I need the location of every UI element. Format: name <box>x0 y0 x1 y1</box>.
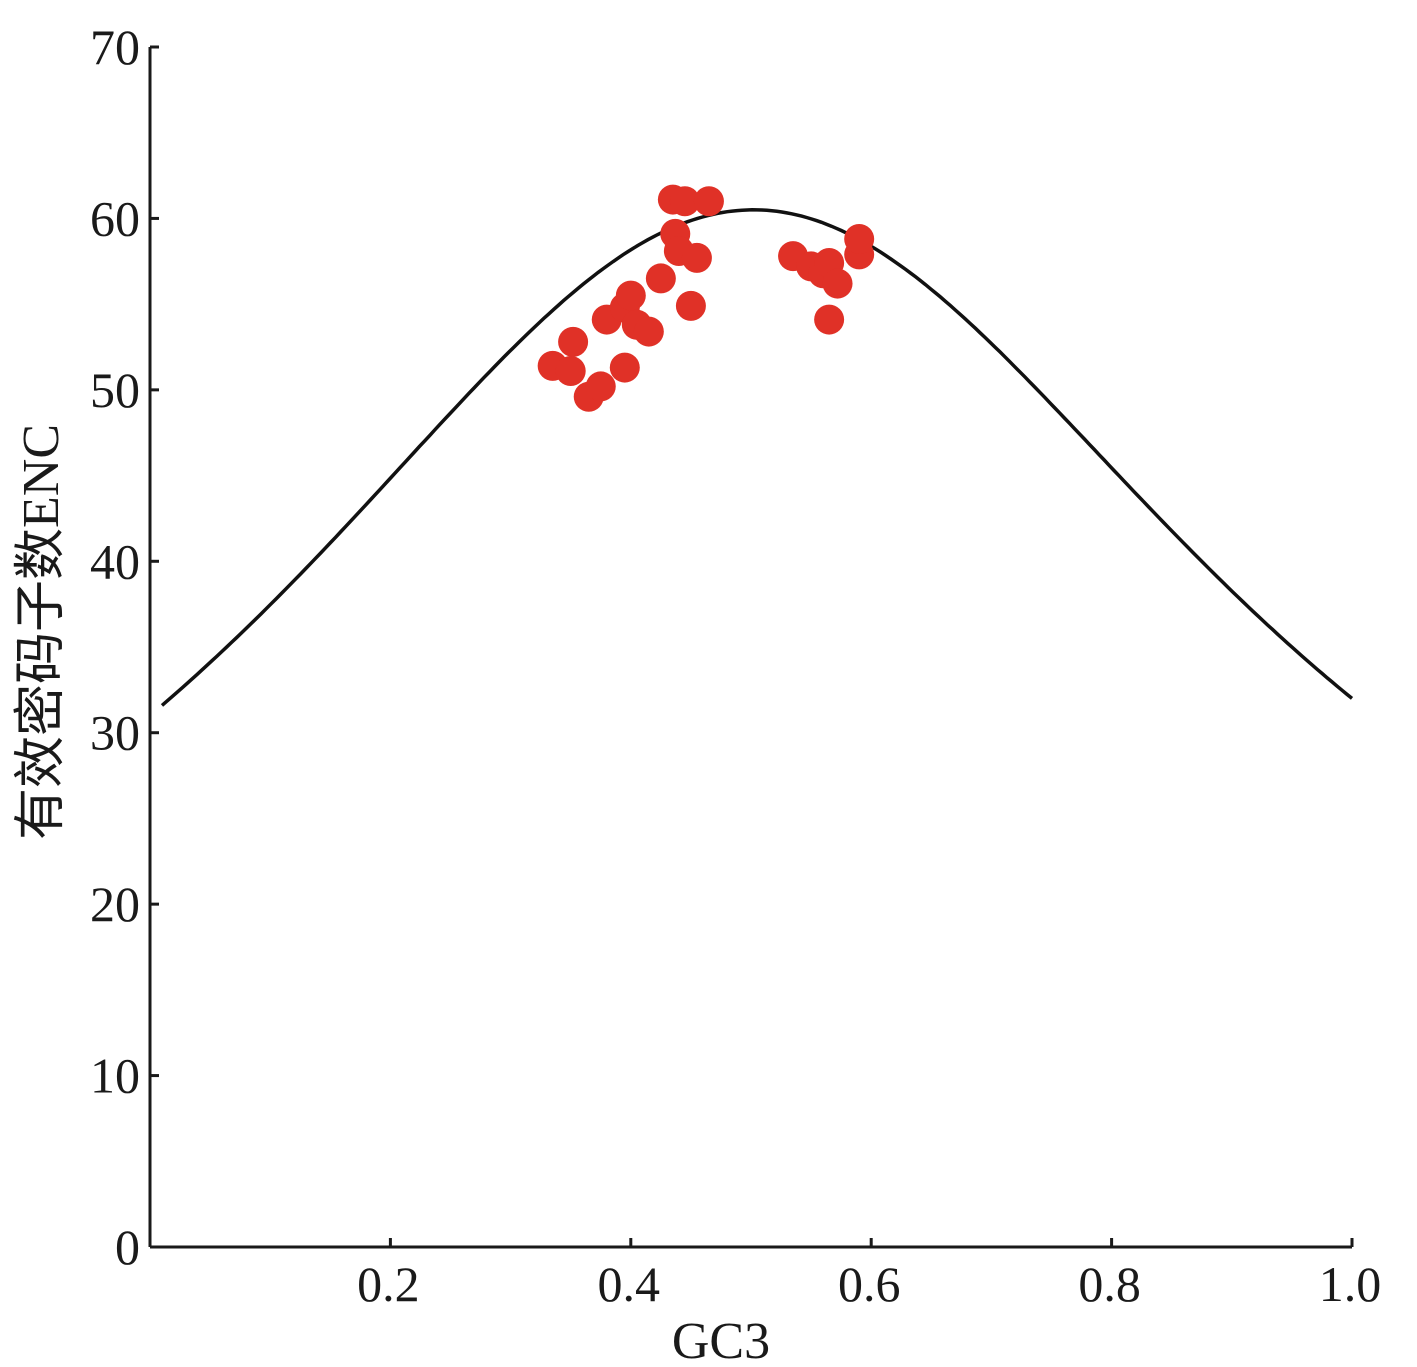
data-point <box>675 290 706 321</box>
y-tick-label: 60 <box>90 190 140 246</box>
data-points-layer <box>537 184 875 412</box>
axes-layer <box>148 47 1352 1249</box>
x-tick-label: 0.4 <box>598 1256 661 1312</box>
x-tick-label: 0.8 <box>1078 1256 1141 1312</box>
y-axis-title: 有效密码子数ENC <box>13 424 70 840</box>
data-point <box>822 268 853 299</box>
y-ticks: 0 10 20 30 40 50 60 70 <box>90 19 159 1275</box>
expected-enc-curve <box>160 208 1354 707</box>
y-tick-label: 70 <box>90 19 140 75</box>
data-point <box>814 304 845 335</box>
x-tick-label: 0.6 <box>838 1256 901 1312</box>
y-tick-label: 10 <box>90 1048 140 1104</box>
data-point <box>844 224 875 254</box>
data-point <box>585 371 616 402</box>
data-point <box>555 356 586 386</box>
y-tick-label: 30 <box>90 705 140 761</box>
x-tick-label: 0.2 <box>357 1256 420 1312</box>
data-point <box>645 263 676 294</box>
x-axis-title: GC3 <box>672 1313 770 1367</box>
data-point <box>669 186 700 217</box>
y-tick-label: 0 <box>115 1219 140 1275</box>
x-tick-label: 1.0 <box>1319 1256 1382 1312</box>
expected-curve-layer <box>160 208 1354 707</box>
data-point <box>693 186 724 217</box>
y-tick-label: 20 <box>90 876 140 932</box>
y-tick-label: 40 <box>90 533 140 589</box>
data-point <box>633 316 664 347</box>
x-ticks: 0.2 0.4 0.6 0.8 1.0 <box>357 1238 1381 1312</box>
data-point <box>681 242 712 273</box>
data-point <box>615 280 646 311</box>
data-point <box>558 326 589 357</box>
data-point <box>609 352 640 383</box>
y-tick-label: 50 <box>90 362 140 418</box>
